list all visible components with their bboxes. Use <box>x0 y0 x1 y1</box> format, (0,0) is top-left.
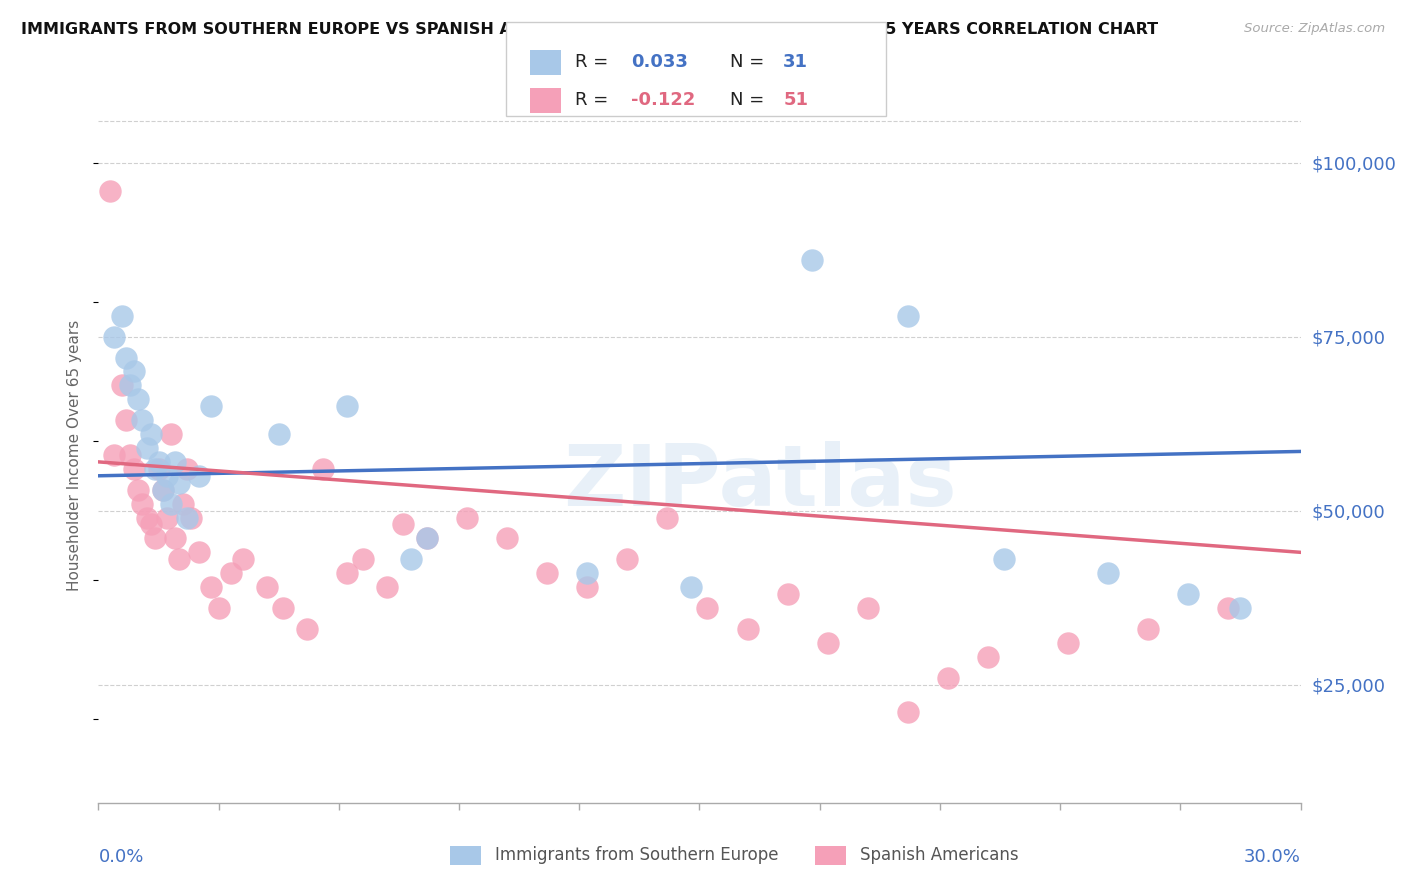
Point <box>399 552 422 566</box>
Point <box>800 253 823 268</box>
Text: -0.122: -0.122 <box>631 92 696 110</box>
Point <box>993 552 1015 566</box>
Point <box>817 636 839 650</box>
Point <box>336 399 359 413</box>
Point <box>131 413 153 427</box>
Point <box>1229 601 1251 615</box>
Point <box>375 580 398 594</box>
Point <box>657 510 679 524</box>
Text: 0.033: 0.033 <box>631 54 688 71</box>
Point <box>737 622 759 636</box>
Text: N =: N = <box>730 92 769 110</box>
Point <box>271 601 294 615</box>
Point <box>456 510 478 524</box>
Point <box>681 580 703 594</box>
Point <box>128 392 150 407</box>
Point <box>856 601 879 615</box>
Point <box>187 468 209 483</box>
Point <box>187 545 209 559</box>
Point <box>143 462 166 476</box>
Point <box>152 483 174 497</box>
Point <box>1057 636 1080 650</box>
Point <box>180 510 202 524</box>
Text: Spanish Americans: Spanish Americans <box>860 847 1019 864</box>
Point <box>176 510 198 524</box>
Point <box>977 649 1000 664</box>
Point <box>115 351 138 365</box>
Point <box>135 510 157 524</box>
Point <box>1097 566 1119 581</box>
Text: R =: R = <box>575 92 614 110</box>
Text: 30.0%: 30.0% <box>1244 848 1301 866</box>
Point <box>120 448 142 462</box>
Point <box>576 580 599 594</box>
Point <box>336 566 359 581</box>
Point <box>200 580 222 594</box>
Text: 0.0%: 0.0% <box>98 848 143 866</box>
Point <box>135 441 157 455</box>
Point <box>152 483 174 497</box>
Y-axis label: Householder Income Over 65 years: Householder Income Over 65 years <box>67 319 83 591</box>
Point <box>111 378 134 392</box>
Point <box>496 532 519 546</box>
Point <box>267 427 290 442</box>
Point <box>200 399 222 413</box>
Point <box>1177 587 1199 601</box>
Point <box>232 552 254 566</box>
Point <box>167 475 190 490</box>
Point <box>167 552 190 566</box>
Point <box>159 427 181 442</box>
Point <box>576 566 599 581</box>
Point <box>120 378 142 392</box>
Text: IMMIGRANTS FROM SOUTHERN EUROPE VS SPANISH AMERICAN HOUSEHOLDER INCOME OVER 65 Y: IMMIGRANTS FROM SOUTHERN EUROPE VS SPANI… <box>21 22 1159 37</box>
Point <box>128 483 150 497</box>
Point <box>1218 601 1240 615</box>
Point <box>176 462 198 476</box>
Point <box>312 462 335 476</box>
Point <box>897 706 920 720</box>
Point <box>148 462 170 476</box>
Text: N =: N = <box>730 54 769 71</box>
Text: ZIPatlas: ZIPatlas <box>562 442 956 524</box>
Text: Immigrants from Southern Europe: Immigrants from Southern Europe <box>495 847 779 864</box>
Point <box>208 601 231 615</box>
Point <box>115 413 138 427</box>
Point <box>131 497 153 511</box>
Point <box>111 309 134 323</box>
Text: R =: R = <box>575 54 614 71</box>
Text: 31: 31 <box>783 54 808 71</box>
Point <box>936 671 959 685</box>
Point <box>416 532 439 546</box>
Point <box>256 580 278 594</box>
Point <box>352 552 374 566</box>
Point <box>536 566 558 581</box>
Point <box>163 455 186 469</box>
Text: Source: ZipAtlas.com: Source: ZipAtlas.com <box>1244 22 1385 36</box>
Point <box>139 517 162 532</box>
Point <box>172 497 194 511</box>
Point <box>392 517 415 532</box>
Point <box>148 455 170 469</box>
Point <box>155 510 177 524</box>
Point <box>696 601 718 615</box>
Point <box>124 364 146 378</box>
Point <box>219 566 242 581</box>
Point <box>163 532 186 546</box>
Point <box>159 497 181 511</box>
Point <box>124 462 146 476</box>
Point <box>100 184 122 198</box>
Point <box>897 309 920 323</box>
Point <box>103 329 125 343</box>
Text: 51: 51 <box>783 92 808 110</box>
Point <box>616 552 638 566</box>
Point <box>1137 622 1160 636</box>
Point <box>103 448 125 462</box>
Point <box>139 427 162 442</box>
Point <box>295 622 318 636</box>
Point <box>416 532 439 546</box>
Point <box>143 532 166 546</box>
Point <box>776 587 799 601</box>
Point <box>155 468 177 483</box>
